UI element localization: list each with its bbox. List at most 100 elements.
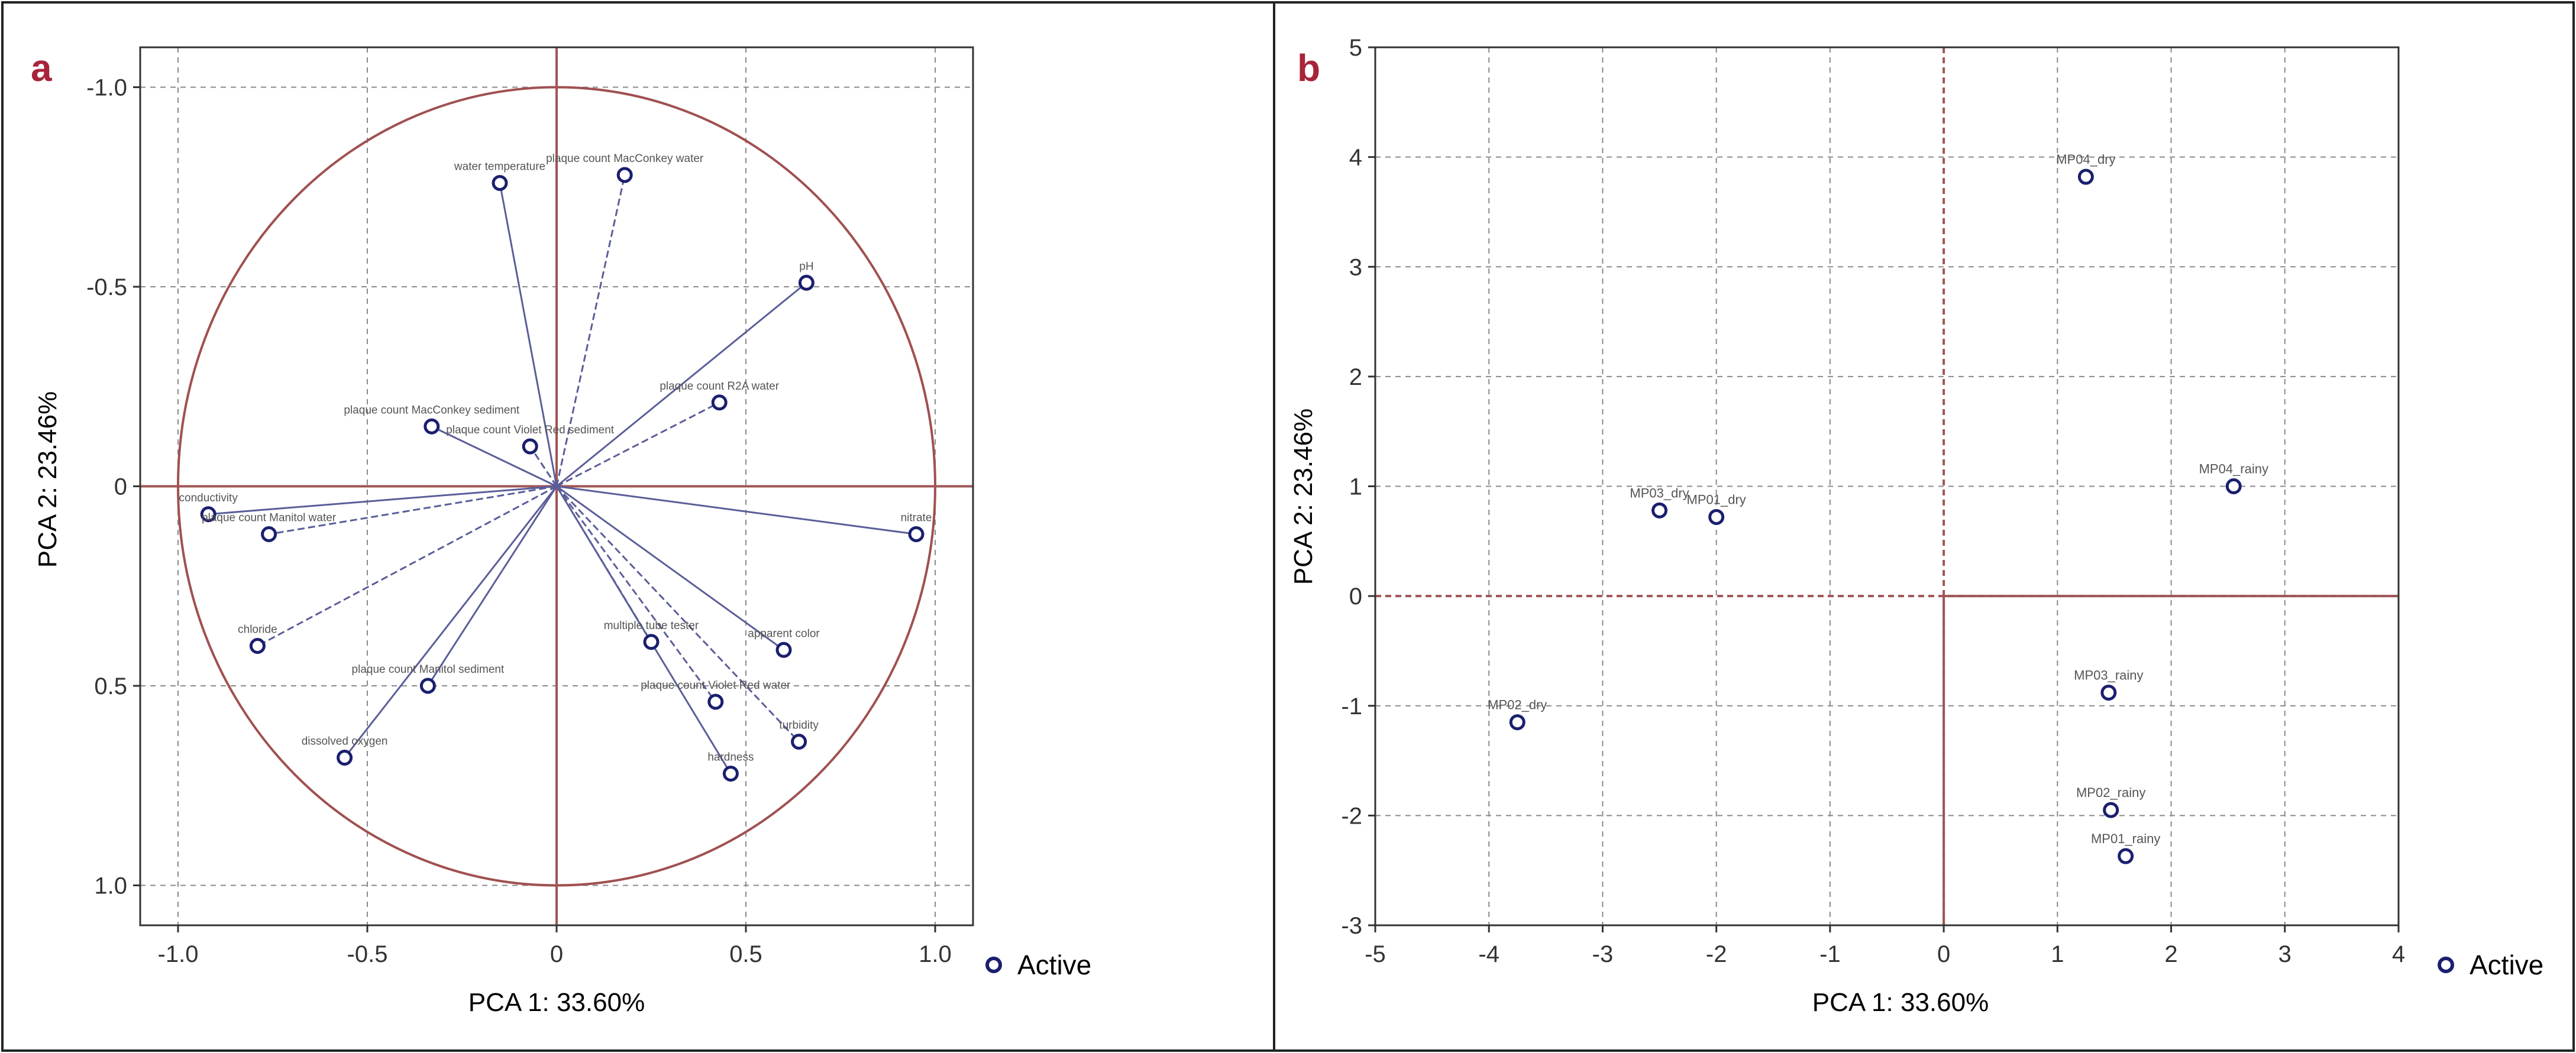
panel-a-x-axis-label: PCA 1: 33.60%: [468, 988, 645, 1017]
point-label-hardness: hardness: [707, 751, 754, 764]
y-tick-label: -1.0: [86, 75, 127, 101]
vector-ph: [556, 282, 807, 487]
point-label-nitrate: nitrate: [901, 512, 932, 524]
point-label-plaque-count-macconkey-sediment: plaque count MacConkey sediment: [344, 404, 520, 416]
point-label-mp04-rainy: MP04_rainy: [2199, 462, 2268, 477]
x-tick-label: 0: [550, 941, 563, 967]
point-mp01-rainy: [2118, 848, 2134, 864]
vector-plaque-count-macconkey-sediment: [431, 425, 557, 487]
vector-turbidity: [555, 485, 800, 743]
point-apparent-color: [775, 641, 792, 658]
point-label-mp03-dry: MP03_dry: [1630, 485, 1689, 500]
point-label-mp04-dry: MP04_dry: [2056, 152, 2115, 167]
panel-b-frame: [1273, 1, 2575, 1052]
x-tick-label: 3: [2278, 941, 2291, 967]
vector-plaque-count-manitol-sediment: [427, 485, 558, 686]
panel-b-x-ticks: -5 -4 -3 -2 -1 0 1 2 3 4: [1365, 925, 2405, 967]
point-mp02-dry: [1509, 714, 1525, 731]
point-plaque-count-manitol-water: [261, 526, 277, 542]
point-label-plaque-count-manitol-water: plaque count Manitol water: [202, 512, 337, 524]
vector-hardness: [555, 485, 732, 775]
vector-apparent-color: [556, 485, 784, 651]
point-label-apparent-color: apparent color: [748, 627, 820, 640]
point-turbidity: [791, 734, 807, 750]
panel-b-y-ticks: -3 -2 -1 0 1 2 3 4 5: [1341, 35, 1375, 939]
panel-b-points: [1509, 169, 2242, 864]
point-mp03-rainy: [2100, 684, 2117, 701]
point-nitrate: [908, 526, 925, 542]
point-hardness: [722, 766, 739, 782]
vector-chloride: [257, 485, 557, 647]
point-ph: [798, 274, 815, 291]
x-tick-label: -4: [1478, 941, 1499, 967]
y-tick-label: 0.5: [94, 673, 127, 699]
x-tick-label: -5: [1365, 941, 1386, 967]
x-tick-label: -3: [1592, 941, 1614, 967]
vector-dissolved-oxygen: [344, 485, 558, 759]
panel-b-x-axis-label: PCA 1: 33.60%: [1812, 988, 1989, 1017]
point-label-turbidity: turbidity: [779, 720, 819, 732]
vector-plaque-count-violet-red-water: [555, 485, 717, 702]
point-label-plaque-count-manitol-sediment: plaque count Manitol sediment: [352, 663, 505, 676]
point-water-temperature: [492, 175, 508, 191]
vector-conductivity: [208, 485, 557, 516]
point-label-water-temperature: water temperature: [454, 161, 545, 173]
point-label-multiple-tube-tester: multiple tube tester: [604, 620, 699, 632]
point-plaque-count-r2a-water: [711, 394, 728, 411]
panel-a-vectors: [208, 174, 917, 775]
point-dissolved-oxygen: [337, 750, 353, 766]
x-tick-label: 4: [2392, 941, 2405, 967]
point-multiple-tube-tester: [643, 634, 660, 650]
point-mp02-rainy: [2103, 802, 2119, 818]
y-tick-label: -2: [1341, 803, 1362, 829]
y-tick-label: -3: [1341, 913, 1362, 939]
point-mp04-dry: [2077, 169, 2094, 185]
point-label-plaque-count-r2a-water: plaque count R2A water: [660, 380, 779, 393]
y-tick-label: 5: [1349, 35, 1362, 61]
panel-a-legend-marker: [985, 957, 1002, 973]
panel-a-legend: Active: [985, 950, 1091, 980]
y-tick-label: 4: [1349, 145, 1362, 171]
point-plaque-count-violet-red-water: [707, 694, 724, 710]
panel-a-y-axis-label: PCA 2: 23.46%: [33, 391, 62, 568]
panel-a-point-labels: water temperature plaque count MacConkey …: [179, 153, 932, 764]
point-label-chloride: chloride: [238, 624, 277, 636]
point-label-mp02-rainy: MP02_rainy: [2076, 785, 2145, 800]
x-tick-label: -0.5: [347, 941, 388, 967]
y-tick-label: 1.0: [94, 873, 127, 899]
point-label-mp01-rainy: MP01_rainy: [2091, 831, 2160, 846]
point-mp04-rainy: [2225, 478, 2242, 494]
panel-b-legend: Active: [2438, 950, 2543, 980]
panel-b-legend-label: Active: [2470, 950, 2543, 980]
panel-a-x-ticks: -1.0 -0.5 0 0.5 1.0: [158, 925, 952, 967]
y-tick-label: 0: [1349, 584, 1362, 610]
panel-a-legend-label: Active: [1017, 950, 1091, 980]
y-tick-label: 0: [114, 474, 127, 500]
point-plaque-count-manitol-sediment: [419, 678, 436, 694]
vector-plaque-count-manitol-water: [269, 485, 557, 535]
point-label-dissolved-oxygen: dissolved oxygen: [302, 736, 388, 748]
y-tick-label: 3: [1349, 254, 1362, 280]
vector-plaque-count-violet-red-sediment: [529, 446, 558, 487]
point-label-plaque-count-violet-red-water: plaque count Violet Red water: [641, 679, 791, 692]
y-tick-label: -1: [1341, 694, 1362, 720]
x-tick-label: -1: [1819, 941, 1841, 967]
panel-a-y-ticks: -1.0 -0.5 0 0.5 1.0: [86, 75, 140, 899]
vector-plaque-count-r2a-water: [556, 401, 720, 487]
y-tick-label: 1: [1349, 474, 1362, 500]
point-mp01-dry: [1708, 508, 1725, 525]
vector-nitrate: [556, 485, 917, 535]
point-chloride: [249, 638, 266, 654]
x-tick-label: 1.0: [919, 941, 952, 967]
point-label-conductivity: conductivity: [179, 492, 238, 504]
x-tick-label: 2: [2164, 941, 2177, 967]
panel-b-zero-axes: [1375, 47, 2399, 925]
x-tick-label: 1: [2051, 941, 2064, 967]
point-mp03-dry: [1651, 502, 1668, 519]
y-tick-label: -0.5: [86, 274, 127, 300]
point-label-plaque-count-violet-red-sediment: plaque count Violet Red sediment: [446, 424, 615, 436]
